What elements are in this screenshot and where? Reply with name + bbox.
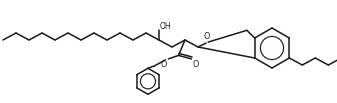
- Text: O: O: [160, 60, 166, 69]
- Text: O: O: [192, 60, 199, 69]
- Text: OH: OH: [160, 22, 172, 30]
- Text: O: O: [204, 32, 210, 41]
